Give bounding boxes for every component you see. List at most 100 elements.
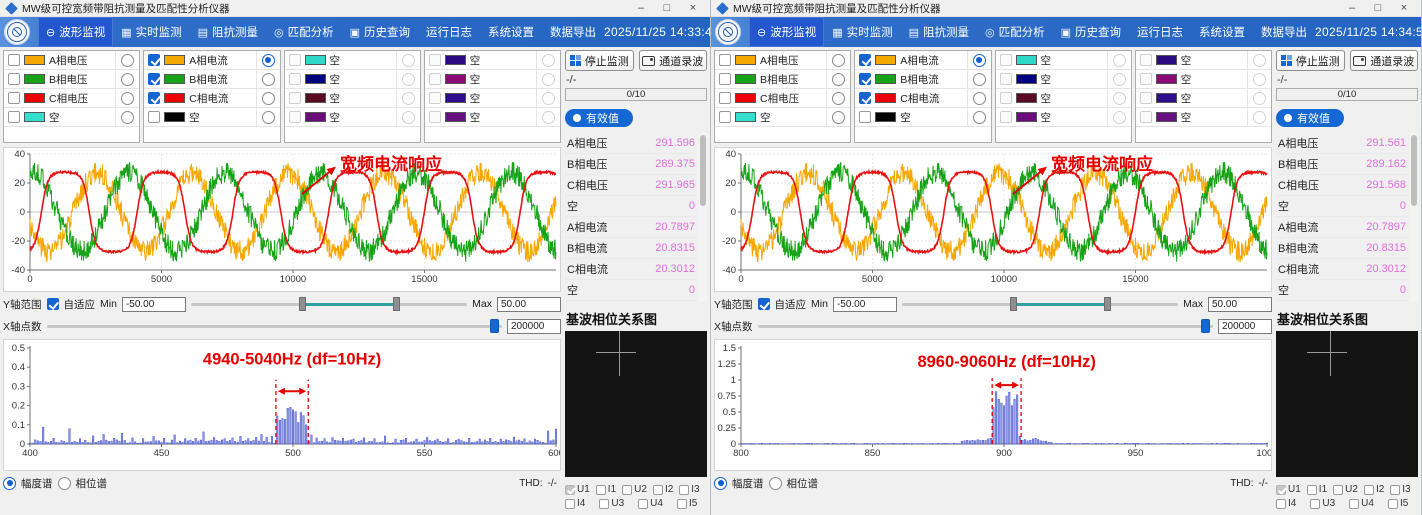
phase-spectrum-radio[interactable] (768, 476, 782, 490)
phase-check-u2[interactable]: U2 (622, 484, 647, 495)
ymin-input[interactable] (121, 296, 186, 312)
tab-system-settings[interactable]: 系统设置 (480, 17, 542, 47)
minimize-button[interactable]: – (1348, 2, 1356, 14)
slider-handle[interactable] (1201, 319, 1210, 333)
phase-checkbox[interactable] (1390, 484, 1401, 495)
phase-checkbox[interactable] (565, 498, 575, 509)
channel-radio[interactable] (121, 110, 135, 124)
amplitude-spectrum-radio[interactable] (714, 476, 727, 490)
scrollbar-thumb[interactable] (1411, 135, 1417, 206)
channel-checkbox[interactable] (719, 54, 731, 66)
tab-realtime-monitor[interactable]: ▦ 实时监测 (824, 17, 900, 47)
phase-checkbox[interactable] (652, 484, 663, 495)
x-points-slider[interactable] (757, 319, 1213, 333)
amplitude-spectrum-radio[interactable] (3, 476, 16, 490)
channel-checkbox[interactable] (859, 73, 872, 85)
channel-radio[interactable] (972, 110, 986, 124)
autofit-checkbox[interactable] (46, 298, 59, 310)
phase-checkbox[interactable] (1363, 484, 1374, 495)
phase-check-i5[interactable]: I5 (1387, 498, 1408, 509)
phase-check-u2[interactable]: U2 (1333, 484, 1358, 495)
phase-checkbox[interactable] (679, 484, 690, 495)
channel-checkbox[interactable] (8, 111, 20, 123)
phase-checkbox[interactable] (1306, 484, 1317, 495)
tab-history-query[interactable]: ▣ 历史查询 (1053, 17, 1129, 47)
scrollbar-thumb[interactable] (700, 135, 706, 206)
phase-check-u4[interactable]: U4 (638, 498, 663, 509)
phase-check-i5[interactable]: I5 (676, 498, 697, 509)
slider-handle[interactable] (490, 319, 499, 333)
phase-check-u3[interactable]: U3 (1310, 498, 1335, 509)
channel-checkbox[interactable] (859, 54, 872, 66)
channel-checkbox[interactable] (148, 92, 161, 104)
phase-check-u4[interactable]: U4 (1349, 498, 1374, 509)
rms-toggle[interactable]: 有效值 (1276, 109, 1344, 127)
channel-radio[interactable] (972, 91, 986, 105)
channel-radio[interactable] (121, 72, 135, 86)
scrollbar[interactable] (699, 133, 707, 302)
phase-checkbox[interactable] (1310, 498, 1321, 509)
tab-impedance-measure[interactable]: ▤ 阻抗测量 (190, 17, 266, 47)
tab-run-log[interactable]: 运行日志 (418, 17, 480, 47)
tab-waveform-monitor[interactable]: ⊖ 波形监视 (38, 17, 114, 47)
ymax-input[interactable] (497, 296, 561, 312)
channel-checkbox[interactable] (8, 92, 20, 104)
channel-radio[interactable] (261, 91, 275, 105)
x-points-slider[interactable] (46, 319, 502, 333)
channel-record-button[interactable]: 通道录波 (1349, 50, 1418, 71)
channel-radio[interactable] (121, 53, 135, 67)
tab-waveform-monitor[interactable]: ⊖ 波形监视 (749, 17, 825, 47)
y-range-slider[interactable] (901, 297, 1179, 311)
phase-checkbox[interactable] (1276, 498, 1286, 509)
autofit-checkbox[interactable] (757, 298, 770, 310)
tab-matching-analysis[interactable]: ◎ 匹配分析 (977, 17, 1053, 47)
phase-check-u3[interactable]: U3 (599, 498, 624, 509)
close-button[interactable]: × (1400, 2, 1408, 14)
ymax-input[interactable] (1208, 296, 1272, 312)
channel-record-button[interactable]: 通道录波 (638, 50, 707, 71)
slider-handle-max[interactable] (392, 297, 400, 311)
channel-checkbox[interactable] (148, 73, 161, 85)
channel-radio[interactable] (832, 91, 846, 105)
channel-radio[interactable] (121, 91, 135, 105)
phase-check-i2[interactable]: I2 (652, 484, 673, 495)
channel-radio[interactable] (261, 110, 275, 124)
tab-data-export[interactable]: 数据导出 (542, 17, 604, 47)
scrollbar[interactable] (1410, 133, 1418, 302)
phase-check-i3[interactable]: I3 (679, 484, 700, 495)
slider-handle-min[interactable] (298, 297, 306, 311)
channel-radio[interactable] (261, 72, 275, 86)
phase-check-i2[interactable]: I2 (1363, 484, 1384, 495)
tab-matching-analysis[interactable]: ◎ 匹配分析 (266, 17, 342, 47)
channel-radio[interactable] (832, 53, 846, 67)
channel-checkbox[interactable] (859, 111, 872, 123)
tab-realtime-monitor[interactable]: ▦ 实时监测 (113, 17, 189, 47)
channel-checkbox[interactable] (148, 54, 161, 66)
channel-checkbox[interactable] (719, 111, 731, 123)
channel-radio[interactable] (832, 72, 846, 86)
phase-checkbox[interactable] (622, 484, 633, 495)
close-button[interactable]: × (689, 2, 697, 14)
phase-checkbox[interactable] (595, 484, 606, 495)
phase-spectrum-radio[interactable] (57, 476, 71, 490)
phase-check-i3[interactable]: I3 (1390, 484, 1411, 495)
tab-impedance-measure[interactable]: ▤ 阻抗测量 (901, 17, 977, 47)
channel-checkbox[interactable] (719, 73, 731, 85)
phase-check-i1[interactable]: I1 (595, 484, 616, 495)
phase-checkbox[interactable] (638, 498, 649, 509)
phase-checkbox[interactable] (1333, 484, 1344, 495)
y-range-slider[interactable] (190, 297, 468, 311)
channel-radio[interactable] (832, 110, 846, 124)
slider-handle-min[interactable] (1009, 297, 1017, 311)
channel-checkbox[interactable] (719, 92, 731, 104)
phase-check-i1[interactable]: I1 (1306, 484, 1327, 495)
channel-checkbox[interactable] (148, 111, 161, 123)
channel-checkbox[interactable] (8, 54, 20, 66)
channel-radio[interactable] (261, 53, 275, 67)
rms-toggle[interactable]: 有效值 (565, 109, 633, 127)
stop-monitor-button[interactable]: 停止监测 (1276, 50, 1345, 71)
stop-monitor-button[interactable]: 停止监测 (565, 50, 634, 71)
channel-checkbox[interactable] (859, 92, 872, 104)
phase-checkbox[interactable] (676, 498, 687, 509)
slider-handle-max[interactable] (1103, 297, 1111, 311)
